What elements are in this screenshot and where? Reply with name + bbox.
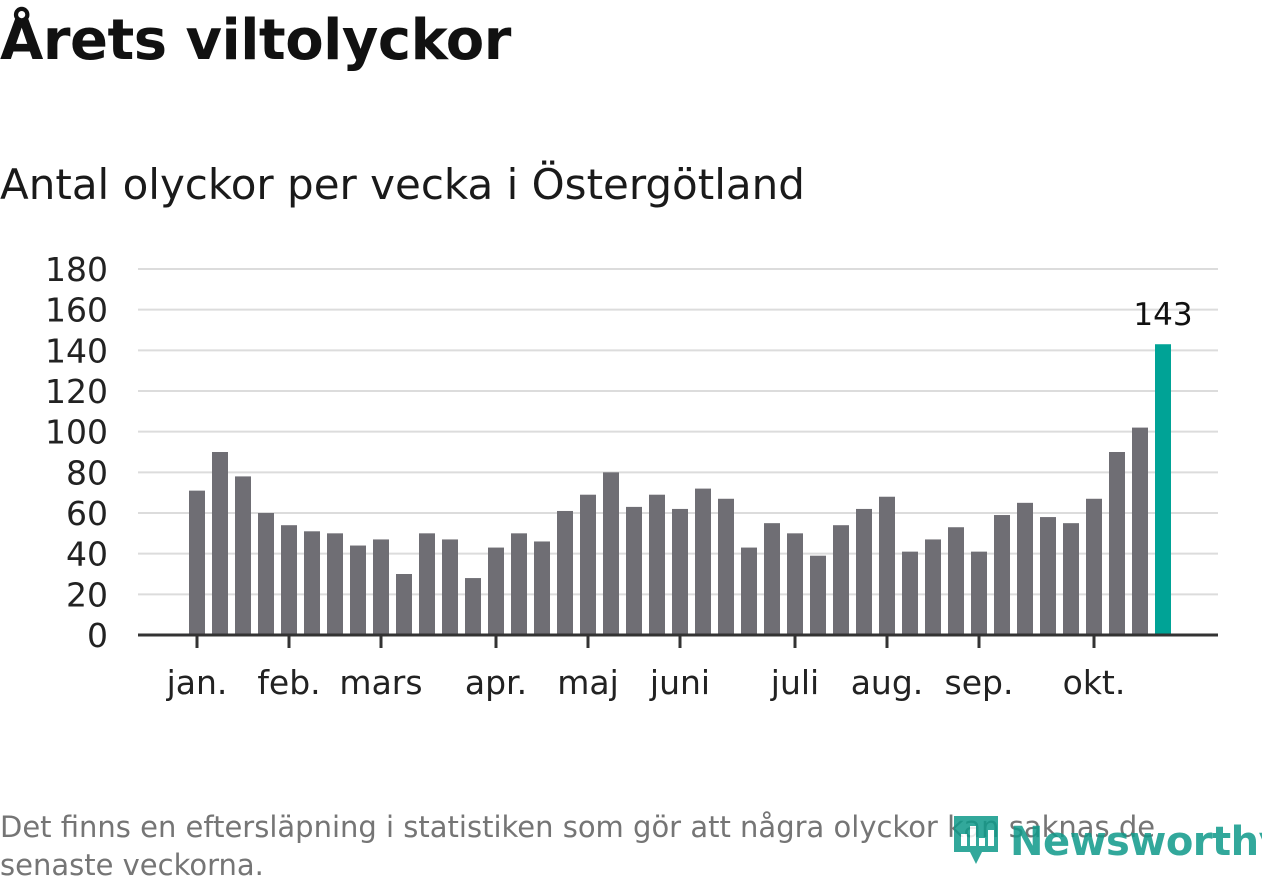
y-tick-label: 120 — [45, 372, 108, 411]
bar — [1132, 427, 1148, 635]
x-tick-label: juni — [649, 663, 710, 702]
bar — [350, 545, 366, 635]
bar — [971, 551, 987, 635]
newsworthy-logo-icon — [950, 812, 1002, 872]
bars — [189, 344, 1171, 635]
bar — [281, 525, 297, 635]
bar — [189, 490, 205, 635]
x-tick-label: jan. — [166, 663, 228, 702]
bar — [580, 494, 596, 635]
x-tick-label: apr. — [465, 663, 527, 702]
bar — [511, 533, 527, 635]
bar — [649, 494, 665, 635]
bar — [672, 508, 688, 635]
y-tick-label: 140 — [45, 331, 108, 370]
bar — [741, 547, 757, 635]
data-labels: 143 — [1133, 297, 1192, 333]
y-tick-label: 80 — [66, 453, 108, 492]
y-tick-label: 60 — [66, 494, 108, 533]
y-tick-label: 20 — [66, 575, 108, 614]
x-tick-label: mars — [339, 663, 422, 702]
bar — [1040, 517, 1056, 635]
bar — [994, 515, 1010, 635]
y-tick-label: 100 — [45, 413, 108, 452]
bar — [718, 498, 734, 635]
bar — [833, 525, 849, 635]
brand-logo: Newsworthy — [950, 812, 1262, 872]
x-tick-label: feb. — [257, 663, 320, 702]
x-axis: jan. feb. mars apr. maj juni juli aug. sep. okt. — [138, 633, 1218, 702]
x-tick-label: aug. — [851, 663, 924, 702]
bar — [879, 496, 895, 635]
bar — [902, 551, 918, 635]
bar — [557, 510, 573, 635]
y-tick-label: 160 — [45, 291, 108, 330]
x-tick-label: sep. — [945, 663, 1014, 702]
bar — [626, 506, 642, 635]
bar — [212, 452, 228, 635]
x-tick-label: okt. — [1063, 663, 1126, 702]
bar — [787, 533, 803, 635]
bar — [465, 578, 481, 635]
bar — [1086, 498, 1102, 635]
bar — [304, 531, 320, 635]
y-tick-label: 40 — [66, 535, 108, 574]
bar — [1109, 452, 1125, 635]
x-tick-label: maj — [557, 663, 619, 702]
bar — [1063, 523, 1079, 635]
x-tick-label: juli — [770, 663, 819, 702]
bar — [810, 555, 826, 635]
chart-title: Årets viltolyckor — [0, 8, 511, 73]
brand-name: Newsworthy — [1010, 819, 1262, 865]
bar — [373, 539, 389, 635]
bar — [442, 539, 458, 635]
bar — [856, 508, 872, 635]
bar — [764, 523, 780, 635]
bar — [534, 541, 550, 635]
bar — [327, 533, 343, 635]
chart-subtitle: Antal olyckor per vecka i Östergötland — [0, 160, 805, 209]
data-label-last-week: 143 — [1133, 297, 1192, 333]
y-tick-label: 180 — [45, 250, 108, 289]
bar — [925, 539, 941, 635]
bar — [695, 488, 711, 635]
bar — [396, 574, 412, 635]
bar — [235, 476, 251, 635]
bar — [258, 513, 274, 635]
bar — [419, 533, 435, 635]
bar — [488, 547, 504, 635]
bar-highlight — [1155, 344, 1171, 635]
y-tick-label: 0 — [87, 616, 108, 655]
bar — [1017, 502, 1033, 635]
bar — [948, 527, 964, 635]
bar — [603, 472, 619, 635]
